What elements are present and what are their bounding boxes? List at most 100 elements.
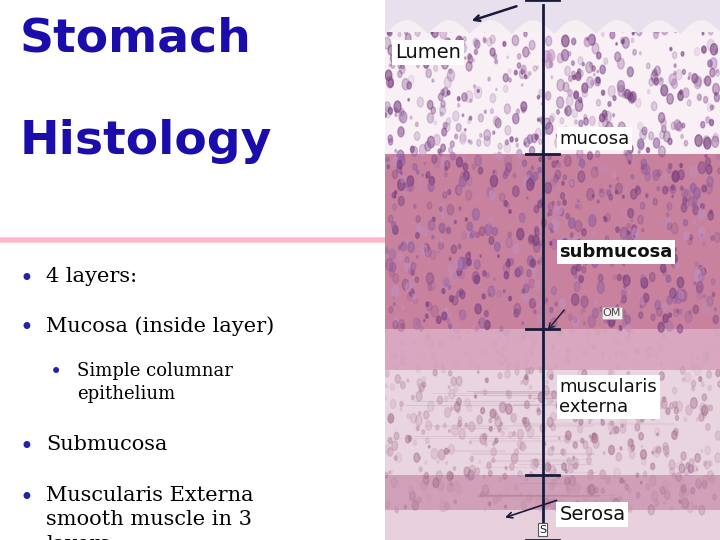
Circle shape xyxy=(446,462,448,464)
Circle shape xyxy=(521,84,523,86)
Circle shape xyxy=(486,273,489,278)
Circle shape xyxy=(657,170,662,176)
Circle shape xyxy=(429,177,434,185)
Circle shape xyxy=(568,332,570,333)
Circle shape xyxy=(416,392,422,401)
Circle shape xyxy=(652,102,657,111)
Circle shape xyxy=(419,50,426,61)
Circle shape xyxy=(422,174,423,176)
Circle shape xyxy=(427,26,428,29)
Circle shape xyxy=(543,51,550,62)
Circle shape xyxy=(575,258,577,262)
Circle shape xyxy=(445,167,447,171)
Circle shape xyxy=(425,472,428,478)
Circle shape xyxy=(467,330,469,333)
Circle shape xyxy=(629,290,631,293)
Circle shape xyxy=(676,472,681,481)
Circle shape xyxy=(652,78,653,80)
Circle shape xyxy=(557,160,558,163)
Circle shape xyxy=(492,343,494,346)
Circle shape xyxy=(477,415,482,424)
Circle shape xyxy=(626,335,631,342)
Circle shape xyxy=(537,409,541,415)
Circle shape xyxy=(703,476,708,484)
Circle shape xyxy=(449,16,451,21)
Circle shape xyxy=(514,449,518,455)
Bar xyxy=(385,510,720,540)
Circle shape xyxy=(625,484,629,490)
Circle shape xyxy=(426,302,432,311)
Circle shape xyxy=(446,319,449,323)
Circle shape xyxy=(593,434,595,437)
Circle shape xyxy=(574,501,581,512)
Circle shape xyxy=(483,38,486,43)
Circle shape xyxy=(488,470,492,476)
Circle shape xyxy=(540,424,545,433)
Circle shape xyxy=(685,6,688,11)
Circle shape xyxy=(413,22,418,30)
Circle shape xyxy=(672,171,679,181)
Circle shape xyxy=(594,299,597,305)
Circle shape xyxy=(392,226,398,234)
Circle shape xyxy=(488,502,491,506)
Circle shape xyxy=(678,476,683,484)
Circle shape xyxy=(518,441,523,449)
Circle shape xyxy=(387,29,390,35)
Circle shape xyxy=(414,205,416,208)
Circle shape xyxy=(557,110,559,114)
Circle shape xyxy=(708,60,712,67)
Circle shape xyxy=(384,445,390,454)
Circle shape xyxy=(487,38,492,46)
Circle shape xyxy=(573,316,577,322)
Text: •: • xyxy=(50,362,63,382)
Circle shape xyxy=(580,14,585,22)
Circle shape xyxy=(593,308,598,318)
Circle shape xyxy=(683,219,688,226)
Circle shape xyxy=(623,403,629,414)
Circle shape xyxy=(701,234,703,238)
Text: mucosa: mucosa xyxy=(559,130,629,147)
Circle shape xyxy=(703,302,709,313)
Circle shape xyxy=(593,230,595,234)
Circle shape xyxy=(568,314,572,321)
Circle shape xyxy=(439,207,442,211)
Circle shape xyxy=(635,423,640,431)
Circle shape xyxy=(481,408,485,414)
Circle shape xyxy=(651,71,658,83)
Circle shape xyxy=(402,53,407,61)
Circle shape xyxy=(693,305,698,314)
Circle shape xyxy=(667,213,669,217)
Circle shape xyxy=(468,56,473,63)
Circle shape xyxy=(405,505,407,509)
Circle shape xyxy=(610,31,615,39)
Circle shape xyxy=(706,360,708,362)
Circle shape xyxy=(663,172,668,180)
Circle shape xyxy=(647,362,648,364)
Circle shape xyxy=(629,156,634,165)
Circle shape xyxy=(468,470,474,480)
Circle shape xyxy=(425,246,427,248)
Circle shape xyxy=(539,139,542,144)
Circle shape xyxy=(563,310,565,313)
Circle shape xyxy=(495,242,500,251)
Circle shape xyxy=(385,370,390,377)
Bar xyxy=(385,370,720,475)
Circle shape xyxy=(510,137,513,142)
Circle shape xyxy=(549,212,551,215)
Circle shape xyxy=(409,289,414,296)
Circle shape xyxy=(459,429,465,439)
Circle shape xyxy=(653,170,660,180)
Circle shape xyxy=(572,458,578,468)
Circle shape xyxy=(707,471,714,481)
Circle shape xyxy=(654,351,657,357)
Circle shape xyxy=(649,355,650,357)
Circle shape xyxy=(400,342,402,345)
Circle shape xyxy=(636,250,643,261)
Circle shape xyxy=(441,90,444,95)
Circle shape xyxy=(657,219,662,226)
Circle shape xyxy=(639,52,642,55)
Circle shape xyxy=(469,116,472,120)
Circle shape xyxy=(557,201,560,206)
Circle shape xyxy=(408,176,413,186)
Circle shape xyxy=(528,235,534,245)
